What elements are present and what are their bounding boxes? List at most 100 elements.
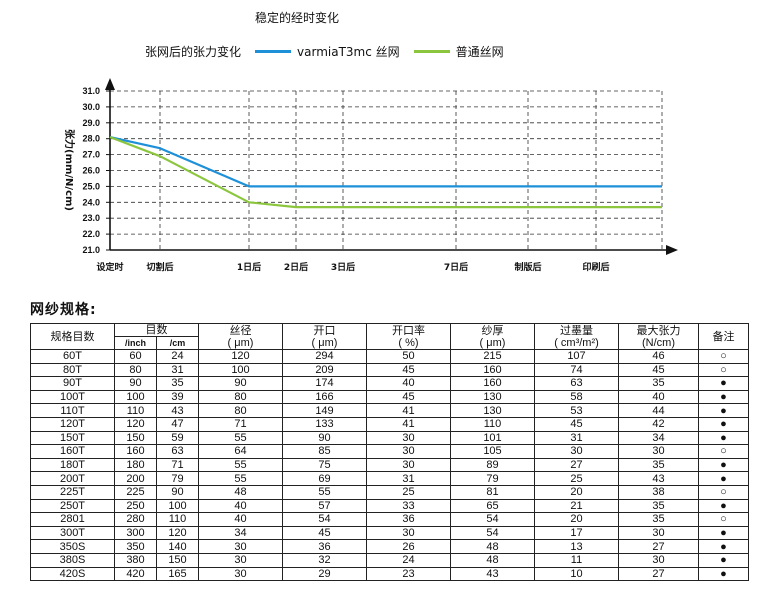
- cell-wire-diameter: 30: [198, 539, 283, 554]
- cell-open-rate: 45: [366, 389, 451, 405]
- cell-model: 350S: [30, 539, 115, 554]
- cell-opening: 45: [282, 525, 367, 541]
- cell-wire-diameter: 48: [198, 484, 283, 500]
- cell-wire-diameter: 100: [198, 362, 283, 378]
- cell-thickness: 79: [450, 471, 535, 486]
- table-row: 180T 180 71 55 75 30 89 27 35 ●: [30, 457, 749, 473]
- cell-model: 90T: [30, 376, 115, 391]
- y-tick-label: 25.0: [82, 181, 100, 191]
- y-tick-label: 26.0: [82, 166, 100, 176]
- cell-thickness: 43: [450, 566, 535, 582]
- cell-mesh-inch: 80: [114, 362, 157, 378]
- table-row: 110T 110 43 80 149 41 130 53 44 ●: [30, 403, 749, 418]
- cell-thickness: 48: [450, 552, 535, 568]
- table-row: 200T 200 79 55 69 31 79 25 43 ●: [30, 471, 749, 486]
- y-tick-label: 23.0: [82, 213, 100, 223]
- cell-thickness: 65: [450, 498, 535, 514]
- cell-ink: 11: [534, 552, 619, 568]
- table-row: 120T 120 47 71 133 41 110 45 42 ●: [30, 416, 749, 432]
- cell-thickness: 81: [450, 484, 535, 500]
- cell-opening: 32: [282, 552, 367, 568]
- cell-tension: 30: [618, 525, 699, 541]
- cell-open-rate: 30: [366, 457, 451, 473]
- cell-ink: 13: [534, 539, 619, 554]
- legend-swatch-green: [413, 50, 450, 53]
- cell-model: 80T: [30, 362, 115, 378]
- cell-tension: 27: [618, 539, 699, 554]
- cell-mesh-cm: 150: [156, 552, 199, 568]
- cell-opening: 209: [282, 362, 367, 378]
- cell-note: ●: [698, 403, 749, 418]
- cell-mesh-inch: 90: [114, 376, 157, 391]
- cell-note: ●: [698, 389, 749, 405]
- cell-ink: 21: [534, 498, 619, 514]
- cell-note: ○: [698, 349, 749, 364]
- cell-mesh-cm: 110: [156, 512, 199, 527]
- cell-wire-diameter: 64: [198, 444, 283, 459]
- cell-note: ○: [698, 512, 749, 527]
- cell-open-rate: 24: [366, 552, 451, 568]
- header-mesh: 目数: [114, 323, 199, 337]
- legend-swatch-blue: [255, 50, 292, 53]
- cell-opening: 55: [282, 484, 367, 500]
- cell-open-rate: 30: [366, 444, 451, 459]
- cell-wire-diameter: 34: [198, 525, 283, 541]
- header-ink: 过墨量( cm³/m²): [534, 323, 619, 350]
- chart-title: 稳定的经时变化: [255, 11, 340, 25]
- cell-tension: 30: [618, 444, 699, 459]
- cell-model: 160T: [30, 444, 115, 459]
- header-tension: 最大张力 (N/cm): [618, 323, 699, 350]
- cell-open-rate: 40: [366, 376, 451, 391]
- spec-table-body: 60T 60 24 120 294 50 215 107 46 ○ 80T 80 31 100 209 45 1…: [30, 349, 749, 582]
- x-tick-label: 1日后: [237, 261, 261, 273]
- cell-wire-diameter: 40: [198, 512, 283, 527]
- cell-mesh-cm: 35: [156, 376, 199, 391]
- cell-ink: 31: [534, 430, 619, 446]
- table-row: 350S 350 140 30 36 26 48 13 27 ●: [30, 539, 749, 554]
- cell-thickness: 215: [450, 349, 535, 364]
- cell-tension: 35: [618, 512, 699, 527]
- series-line-0: [109, 136, 662, 188]
- cell-opening: 294: [282, 349, 367, 364]
- cell-ink: 107: [534, 349, 619, 364]
- cell-open-rate: 33: [366, 498, 451, 514]
- cell-opening: 85: [282, 444, 367, 459]
- cell-opening: 36: [282, 539, 367, 554]
- cell-wire-diameter: 30: [198, 552, 283, 568]
- y-tick-label: 28.0: [82, 134, 100, 144]
- cell-tension: 40: [618, 389, 699, 405]
- cell-wire-diameter: 30: [198, 566, 283, 582]
- cell-note: ○: [698, 362, 749, 378]
- series-line-1: [109, 136, 662, 209]
- cell-mesh-cm: 43: [156, 403, 199, 418]
- cell-wire-diameter: 90: [198, 376, 283, 391]
- cell-mesh-inch: 350: [114, 539, 157, 554]
- cell-wire-diameter: 40: [198, 498, 283, 514]
- cell-model: 150T: [30, 430, 115, 446]
- cell-note: ●: [698, 552, 749, 568]
- cell-mesh-inch: 280: [114, 512, 157, 527]
- cell-mesh-cm: 79: [156, 471, 199, 486]
- cell-tension: 46: [618, 349, 699, 364]
- cell-tension: 38: [618, 484, 699, 500]
- cell-thickness: 89: [450, 457, 535, 473]
- y-axis-arrow: [105, 78, 115, 90]
- cell-note: ●: [698, 416, 749, 432]
- header-mesh-inch: /inch: [114, 336, 157, 350]
- cell-thickness: 105: [450, 444, 535, 459]
- cell-open-rate: 50: [366, 349, 451, 364]
- cell-tension: 30: [618, 552, 699, 568]
- y-axis-label: 张力(mm/N/cm): [63, 129, 76, 211]
- cell-mesh-inch: 420: [114, 566, 157, 582]
- cell-tension: 34: [618, 430, 699, 446]
- legend-title: 张网后的张力变化: [145, 45, 242, 59]
- table-row: 60T 60 24 120 294 50 215 107 46 ○: [30, 349, 749, 364]
- cell-mesh-inch: 150: [114, 430, 157, 446]
- cell-mesh-cm: 140: [156, 539, 199, 554]
- cell-wire-diameter: 55: [198, 471, 283, 486]
- cell-model: 100T: [30, 389, 115, 405]
- cell-opening: 54: [282, 512, 367, 527]
- cell-note: ●: [698, 430, 749, 446]
- cell-open-rate: 36: [366, 512, 451, 527]
- table-row: 225T 225 90 48 55 25 81 20 38 ○: [30, 484, 749, 500]
